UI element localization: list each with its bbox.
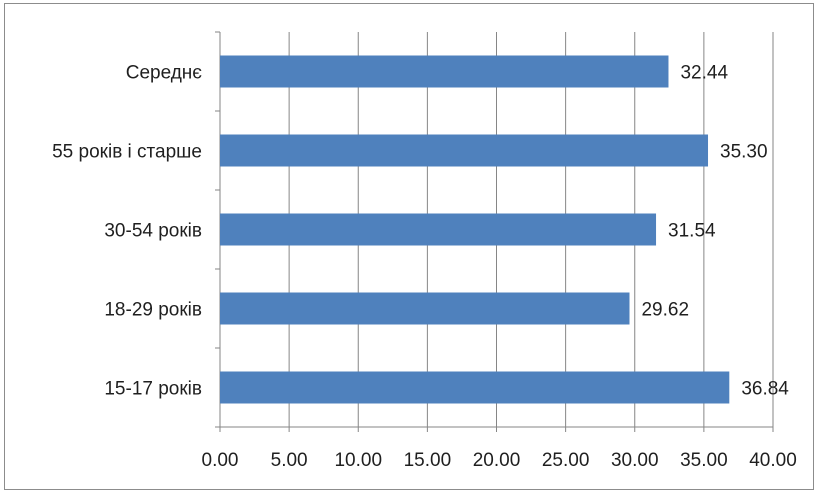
data-label: 32.44 xyxy=(680,63,728,84)
bar xyxy=(220,55,669,88)
category-label: 55 років і старше xyxy=(52,142,202,163)
category-label: Середнє xyxy=(126,63,203,84)
bar xyxy=(220,292,630,325)
x-tick-label: 40.00 xyxy=(749,450,797,471)
x-tick-label: 5.00 xyxy=(271,450,308,471)
x-tick-label: 0.00 xyxy=(202,450,239,471)
x-tick-label: 20.00 xyxy=(473,450,521,471)
bar xyxy=(220,134,709,167)
data-label: 35.30 xyxy=(720,142,768,163)
data-label: 36.84 xyxy=(741,379,789,400)
data-label: 29.62 xyxy=(641,300,689,321)
x-tick-label: 15.00 xyxy=(404,450,452,471)
x-tick-label: 35.00 xyxy=(680,450,728,471)
data-label: 31.54 xyxy=(668,221,716,242)
category-label: 18-29 років xyxy=(104,300,202,321)
x-tick-label: 25.00 xyxy=(542,450,590,471)
category-label: 30-54 років xyxy=(104,221,202,242)
bar xyxy=(220,371,730,404)
x-tick-label: 10.00 xyxy=(334,450,382,471)
x-tick-label: 30.00 xyxy=(611,450,659,471)
bar xyxy=(220,213,657,246)
category-label: 15-17 років xyxy=(104,379,202,400)
